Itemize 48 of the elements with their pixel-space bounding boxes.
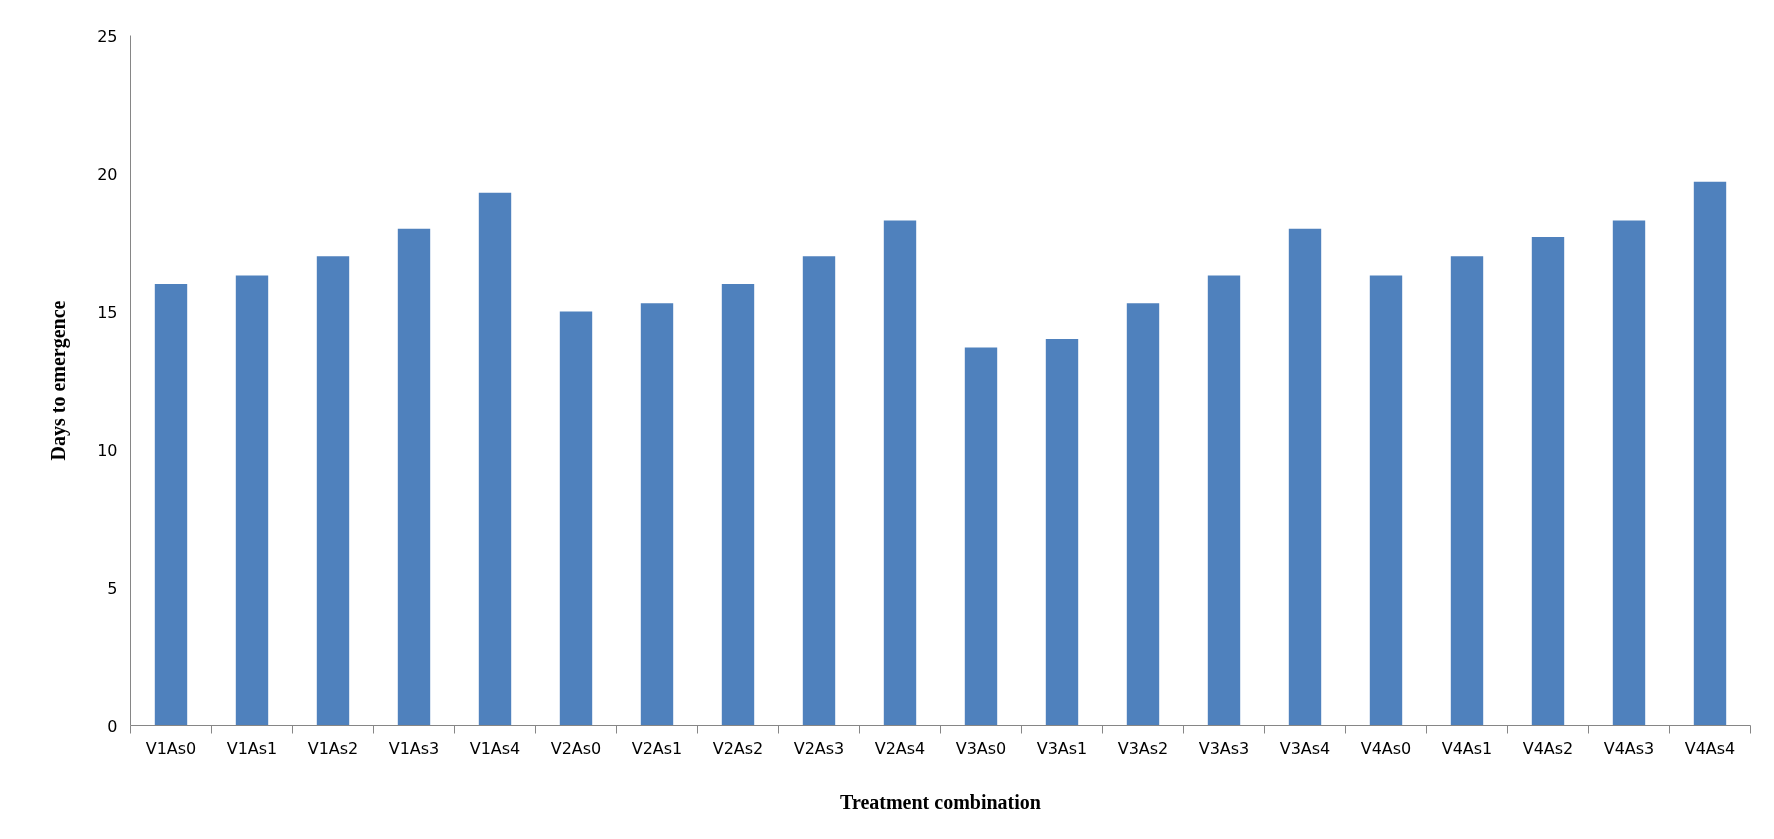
bar bbox=[397, 228, 431, 726]
x-tick-label: V4As1 bbox=[1441, 738, 1493, 758]
bar bbox=[1045, 339, 1079, 726]
x-tick-label: V1As0 bbox=[145, 738, 197, 758]
x-tick-label: V3As0 bbox=[955, 738, 1007, 758]
y-tick-label: 15 bbox=[97, 302, 118, 322]
bar bbox=[478, 192, 512, 726]
x-tick-label: V2As4 bbox=[874, 738, 926, 758]
bar bbox=[316, 256, 350, 726]
bar bbox=[1531, 236, 1565, 726]
x-tick-label: V2As0 bbox=[550, 738, 602, 758]
x-axis-title: Treatment combination bbox=[840, 790, 1041, 813]
x-tick-label: V3As4 bbox=[1279, 738, 1331, 758]
y-tick-label: 10 bbox=[97, 440, 118, 460]
bar bbox=[964, 347, 998, 726]
x-tick-label: V3As2 bbox=[1117, 738, 1169, 758]
x-tick-label: V3As1 bbox=[1036, 738, 1088, 758]
bar bbox=[559, 311, 593, 726]
bar bbox=[802, 256, 836, 726]
y-tick-label: 20 bbox=[97, 164, 118, 184]
bar bbox=[721, 283, 755, 726]
bar bbox=[1450, 256, 1484, 726]
x-tick-label: V1As4 bbox=[469, 738, 521, 758]
bar bbox=[1207, 275, 1241, 726]
x-tick-label: V2As3 bbox=[793, 738, 845, 758]
bar bbox=[640, 303, 674, 726]
bar bbox=[883, 220, 917, 726]
x-tick-label: V2As1 bbox=[631, 738, 683, 758]
x-tick-label: V4As2 bbox=[1522, 738, 1574, 758]
bar bbox=[1288, 228, 1322, 726]
bar bbox=[1693, 181, 1727, 726]
y-tick-label: 0 bbox=[107, 716, 118, 736]
x-tick-label: V1As1 bbox=[226, 738, 278, 758]
x-tick-label: V2As2 bbox=[712, 738, 764, 758]
bar bbox=[1126, 303, 1160, 726]
y-axis-title: Days to emergence bbox=[47, 300, 71, 461]
y-tick-label: 5 bbox=[107, 578, 118, 598]
bar bbox=[1612, 220, 1646, 726]
bar bbox=[154, 283, 188, 726]
y-tick-label: 25 bbox=[97, 26, 118, 46]
x-tick-label: V3As3 bbox=[1198, 738, 1250, 758]
bar bbox=[235, 275, 269, 726]
x-tick-label: V4As3 bbox=[1603, 738, 1655, 758]
x-tick-label: V4As0 bbox=[1360, 738, 1412, 758]
bar bbox=[1369, 275, 1403, 726]
x-tick-label: V1As3 bbox=[388, 738, 440, 758]
x-tick-label: V4As4 bbox=[1684, 738, 1736, 758]
x-tick-label: V1As2 bbox=[307, 738, 359, 758]
